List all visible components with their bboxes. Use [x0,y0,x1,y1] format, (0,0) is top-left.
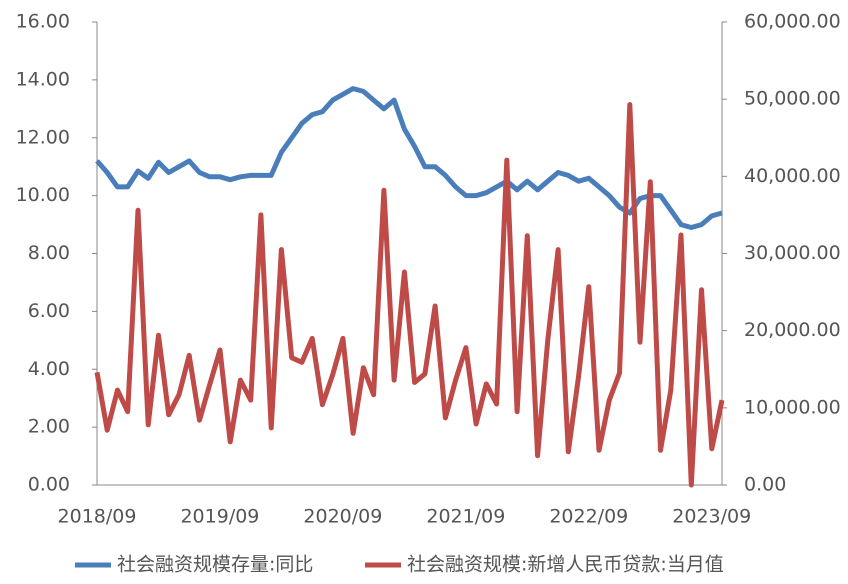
x-tick-label: 2023/09 [672,506,751,528]
x-tick-label: 2021/09 [426,506,505,528]
y-tick-label: 10.00 [16,184,70,206]
series-line [94,102,725,488]
y-tick-label: 8.00 [28,242,70,264]
y2-tick-label: 50,000.00 [744,88,841,110]
y-tick-label: 4.00 [28,358,70,380]
y-tick-label: 2.00 [28,416,70,438]
y-tick-label: 16.00 [16,11,70,33]
y-tick-label: 0.00 [28,474,70,496]
y2-tick-label: 40,000.00 [744,165,841,187]
x-tick-label: 2020/09 [303,506,382,528]
y2-tick-label: 0.00 [744,474,786,496]
y2-tick-label: 30,000.00 [744,242,841,264]
y2-tick-label: 60,000.00 [744,11,841,33]
y-tick-label: 6.00 [28,300,70,322]
x-tick-label: 2019/09 [180,506,259,528]
legend-label: 社会融资规模:新增人民币贷款:当月值 [407,554,724,576]
series-line [95,86,723,230]
y-tick-label: 12.00 [16,126,70,148]
legend-label: 社会融资规模存量:同比 [117,554,313,576]
y-tick-label: 14.00 [16,68,70,90]
y2-tick-label: 20,000.00 [744,319,841,341]
y2-tick-label: 10,000.00 [744,396,841,418]
x-tick-label: 2022/09 [549,506,628,528]
x-tick-label: 2018/09 [58,506,137,528]
